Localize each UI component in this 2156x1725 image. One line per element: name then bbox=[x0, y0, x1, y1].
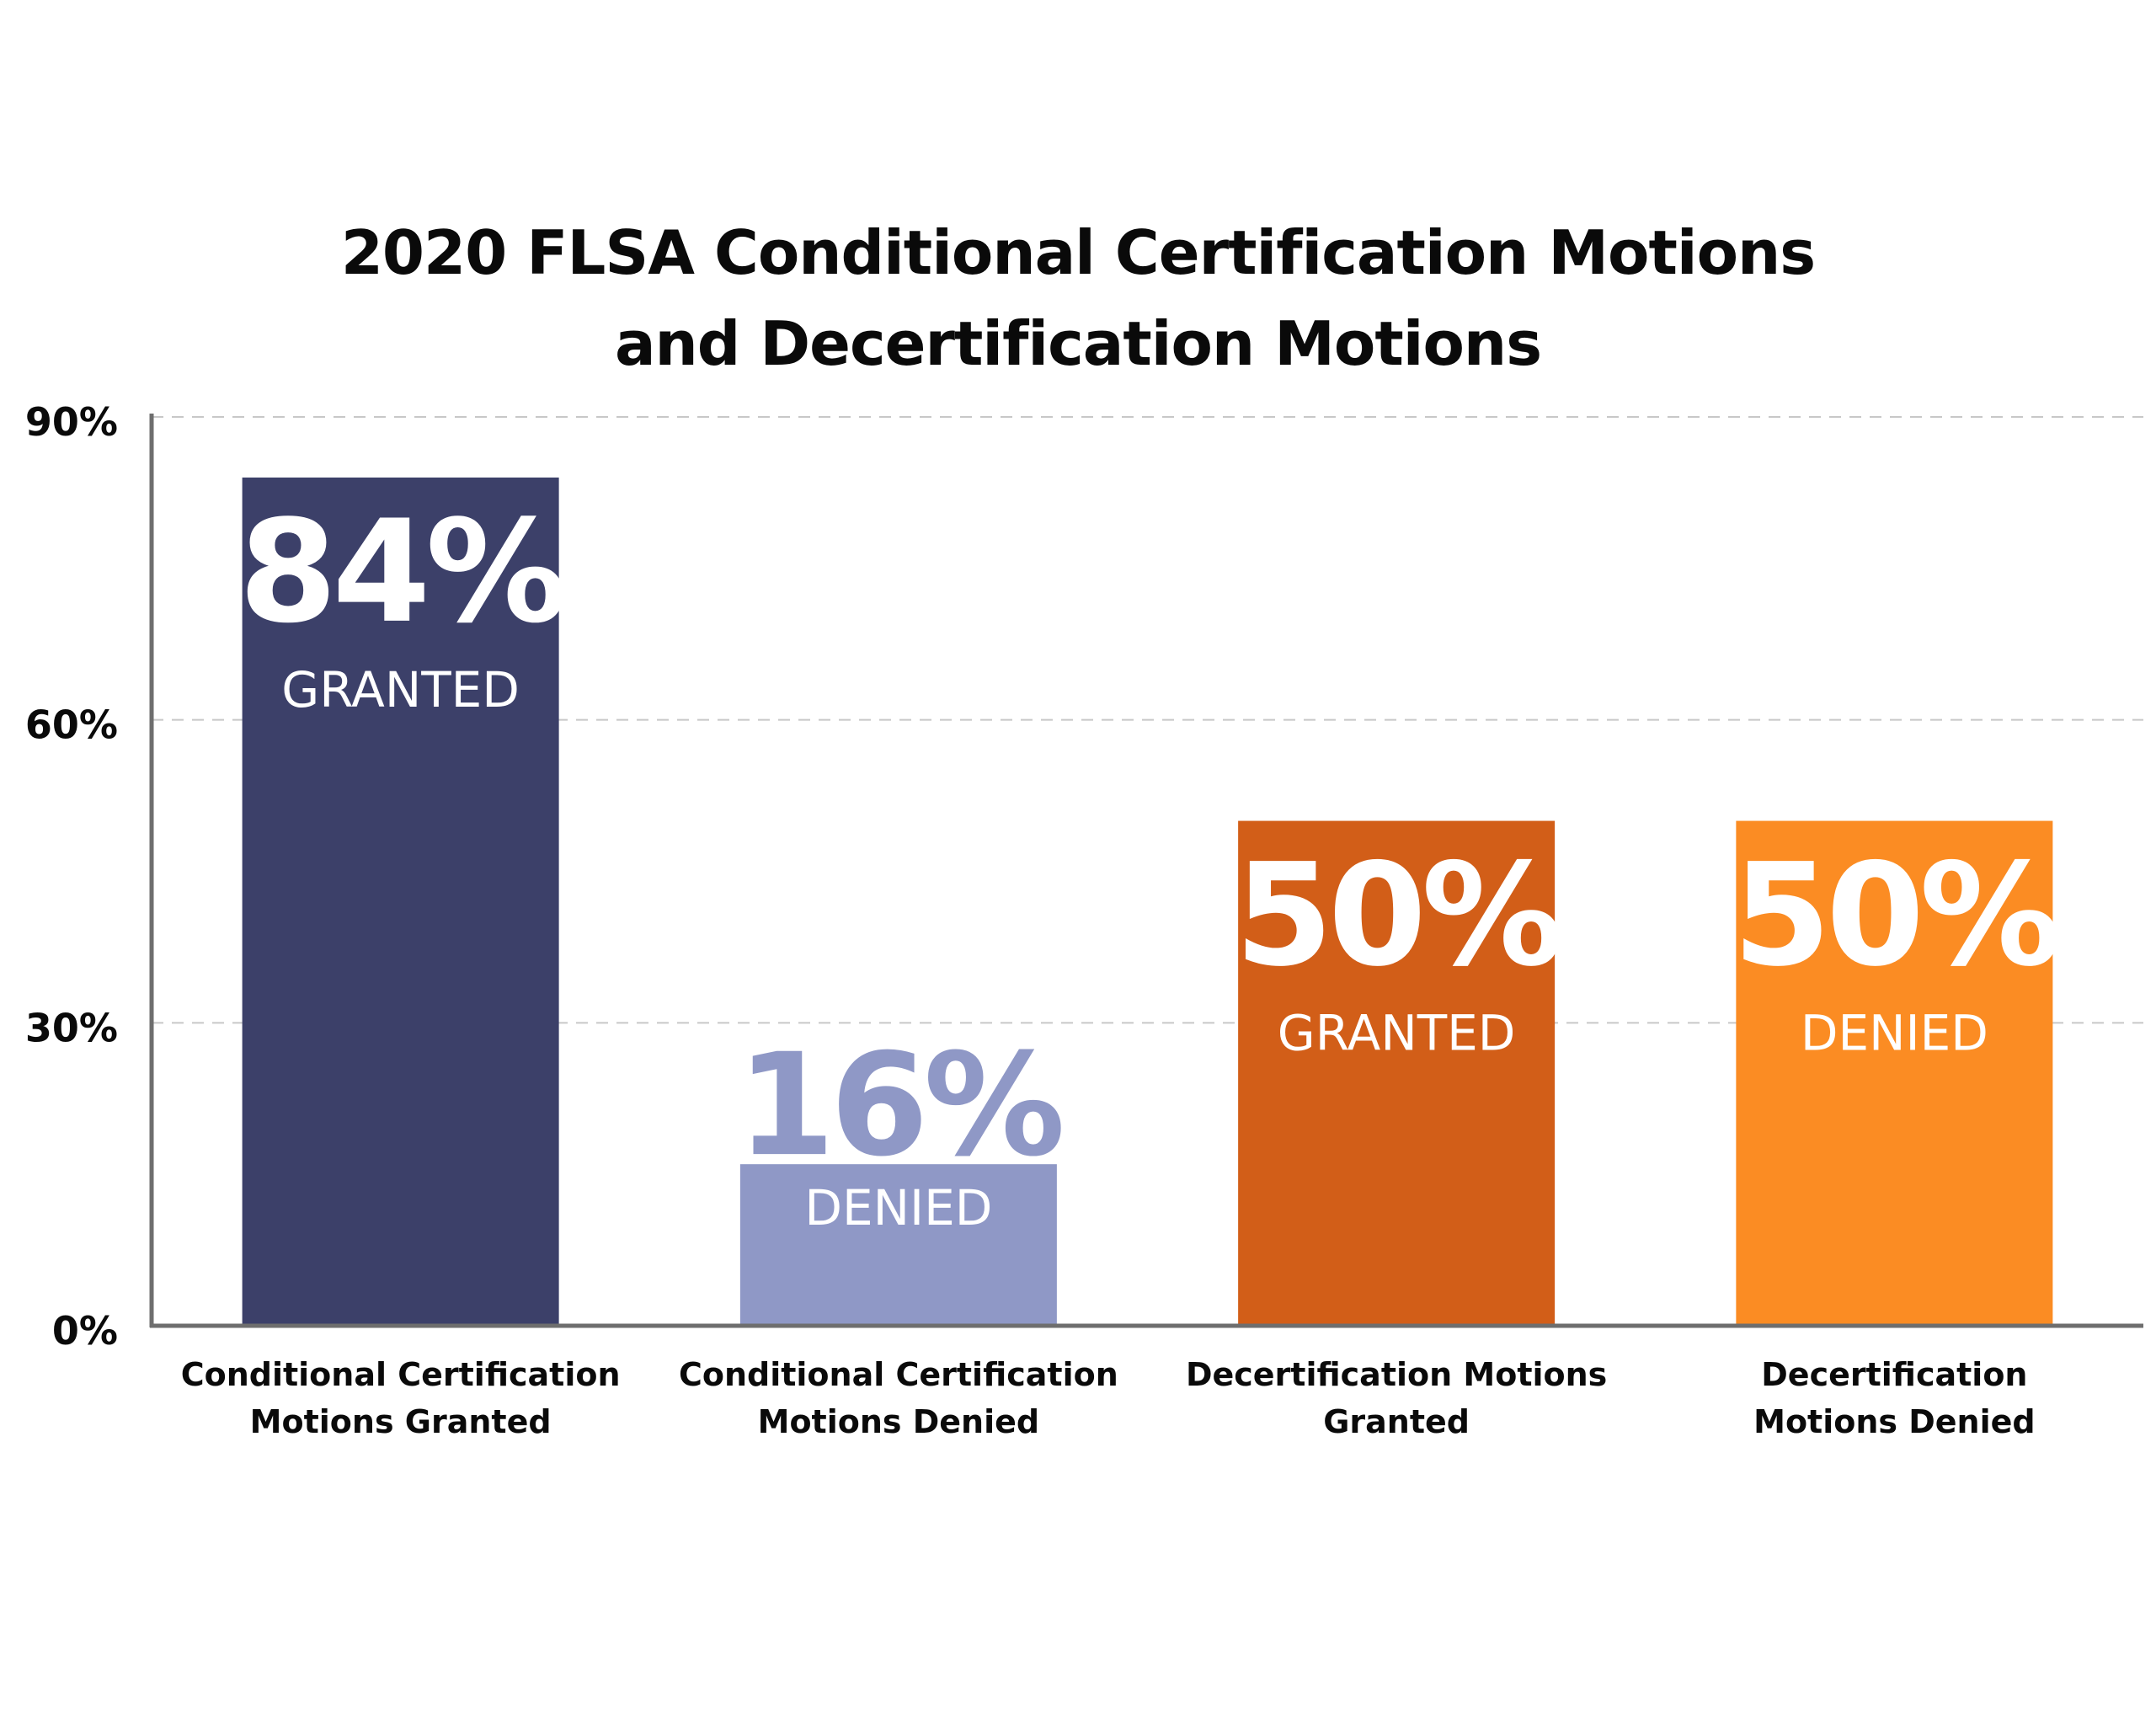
y-tick-label: 0% bbox=[52, 1308, 118, 1354]
data-label-value: 50% bbox=[1732, 833, 2057, 998]
bar bbox=[1238, 820, 1556, 1326]
bar bbox=[739, 1164, 1057, 1326]
data-label-caption: DENIED bbox=[1801, 1005, 1988, 1062]
x-tick-label: Motions Denied bbox=[758, 1403, 1040, 1440]
data-label-value: 50% bbox=[1235, 833, 1559, 998]
data-label-caption: DENIED bbox=[804, 1179, 992, 1236]
x-tick-label: Granted bbox=[1323, 1403, 1470, 1440]
x-tick-label: Conditional Certification bbox=[679, 1356, 1118, 1393]
y-tick-label: 60% bbox=[25, 702, 118, 748]
chart-title-line-2: and Decertification Motions bbox=[614, 308, 1542, 379]
bar bbox=[242, 477, 559, 1326]
x-tick-label: Conditional Certification bbox=[181, 1356, 621, 1393]
data-label-caption: GRANTED bbox=[281, 661, 520, 718]
x-tick-label: Motions Denied bbox=[1753, 1403, 2036, 1440]
data-label-value: 84% bbox=[239, 489, 563, 654]
x-tick-label: Decertification bbox=[1761, 1356, 2027, 1393]
chart-title: 2020 FLSA Conditional Certification Moti… bbox=[0, 207, 2156, 389]
x-tick-label: Decertification Motions bbox=[1186, 1356, 1607, 1393]
data-label-value: 16% bbox=[737, 1023, 1061, 1188]
bar bbox=[1736, 820, 2053, 1326]
x-tick-label: Motions Granted bbox=[250, 1403, 552, 1440]
y-tick-label: 30% bbox=[25, 1005, 118, 1050]
chart-title-line-1: 2020 FLSA Conditional Certification Moti… bbox=[340, 217, 1816, 288]
y-tick-label: 90% bbox=[25, 399, 118, 445]
data-label-caption: GRANTED bbox=[1278, 1005, 1516, 1062]
